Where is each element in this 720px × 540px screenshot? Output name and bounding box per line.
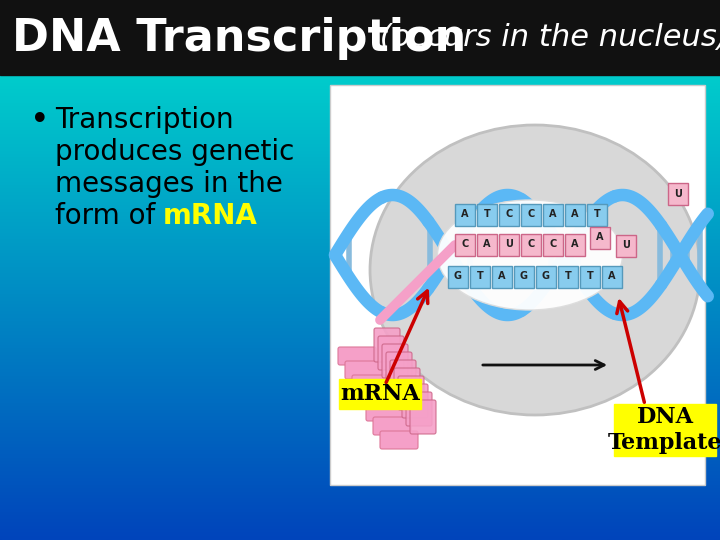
Text: G: G [542,271,550,281]
Text: U: U [674,189,682,199]
FancyBboxPatch shape [345,361,383,379]
FancyBboxPatch shape [543,204,563,226]
FancyBboxPatch shape [448,266,468,288]
Text: messages in the: messages in the [55,170,283,198]
Text: DNA Transcription: DNA Transcription [12,17,467,59]
Text: A: A [596,232,604,242]
FancyBboxPatch shape [536,266,556,288]
FancyBboxPatch shape [587,204,607,226]
FancyBboxPatch shape [386,352,412,386]
FancyBboxPatch shape [477,204,497,226]
Text: T: T [477,271,483,281]
FancyBboxPatch shape [410,400,436,434]
Text: A: A [549,209,557,219]
FancyBboxPatch shape [470,266,490,288]
FancyBboxPatch shape [590,227,610,249]
FancyBboxPatch shape [398,376,424,410]
FancyBboxPatch shape [492,266,512,288]
FancyBboxPatch shape [455,234,475,256]
FancyBboxPatch shape [580,266,600,288]
Text: A: A [483,239,491,249]
FancyBboxPatch shape [521,234,541,256]
Text: (occurs in the nucleus): (occurs in the nucleus) [370,24,720,52]
Ellipse shape [438,200,623,310]
FancyBboxPatch shape [374,328,400,362]
Text: T: T [564,271,572,281]
FancyBboxPatch shape [499,234,519,256]
Text: T: T [593,209,600,219]
Text: A: A [571,209,579,219]
FancyBboxPatch shape [565,234,585,256]
FancyBboxPatch shape [543,234,563,256]
FancyBboxPatch shape [614,404,716,456]
Text: A: A [462,209,469,219]
FancyBboxPatch shape [602,266,622,288]
Text: A: A [608,271,616,281]
FancyBboxPatch shape [378,336,404,370]
Text: mRNA: mRNA [340,383,420,405]
Text: form of: form of [55,202,164,230]
FancyBboxPatch shape [521,204,541,226]
FancyBboxPatch shape [380,431,418,449]
Text: C: C [505,209,513,219]
FancyBboxPatch shape [394,368,420,402]
Bar [330,85,705,485]
FancyBboxPatch shape [359,389,397,407]
FancyBboxPatch shape [338,347,376,365]
FancyBboxPatch shape [339,379,421,409]
FancyBboxPatch shape [668,183,688,205]
FancyBboxPatch shape [477,234,497,256]
Text: DNA
Template: DNA Template [608,406,720,454]
Text: C: C [549,239,557,249]
Text: G: G [520,271,528,281]
FancyBboxPatch shape [390,360,416,394]
Text: Transcription: Transcription [55,106,233,134]
Ellipse shape [370,125,700,415]
Text: T: T [484,209,490,219]
FancyBboxPatch shape [352,375,390,393]
FancyBboxPatch shape [455,204,475,226]
FancyBboxPatch shape [565,204,585,226]
FancyBboxPatch shape [373,417,411,435]
FancyBboxPatch shape [558,266,578,288]
FancyBboxPatch shape [382,344,408,378]
Text: C: C [462,239,469,249]
Text: G: G [454,271,462,281]
Text: U: U [505,239,513,249]
Text: T: T [587,271,593,281]
FancyBboxPatch shape [514,266,534,288]
Text: C: C [527,239,535,249]
FancyBboxPatch shape [616,235,636,257]
Text: produces genetic: produces genetic [55,138,294,166]
Text: •: • [30,104,50,137]
FancyBboxPatch shape [406,392,432,426]
Text: A: A [498,271,505,281]
FancyBboxPatch shape [366,403,404,421]
Text: C: C [527,209,535,219]
Text: mRNA: mRNA [163,202,258,230]
FancyBboxPatch shape [402,384,428,418]
Bar [0,0,720,75]
Text: U: U [622,240,630,250]
Text: A: A [571,239,579,249]
FancyBboxPatch shape [499,204,519,226]
